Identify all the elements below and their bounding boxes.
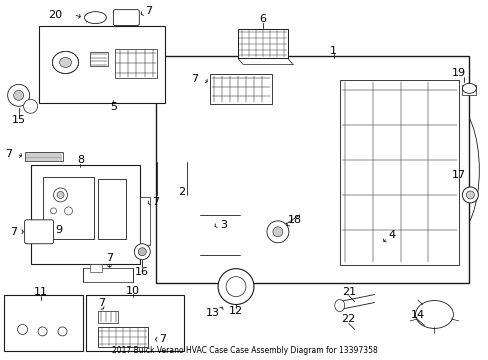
Text: 6: 6 (259, 14, 266, 24)
Text: 21: 21 (341, 287, 355, 297)
Ellipse shape (52, 51, 78, 73)
Ellipse shape (218, 269, 253, 305)
FancyBboxPatch shape (24, 220, 53, 244)
Bar (156, 57, 468, 283)
Bar (4, 294, 83, 351)
Ellipse shape (462, 187, 477, 203)
Text: 20: 20 (48, 10, 62, 20)
Bar (98, 311, 118, 323)
Ellipse shape (272, 227, 283, 237)
Bar (462, 85, 475, 95)
Ellipse shape (60, 58, 71, 67)
Ellipse shape (462, 84, 475, 93)
Ellipse shape (266, 221, 288, 243)
Text: 14: 14 (409, 310, 424, 320)
Ellipse shape (52, 51, 78, 73)
Bar (90, 264, 102, 272)
Text: 12: 12 (228, 306, 243, 316)
Bar (86, 294, 184, 351)
Ellipse shape (53, 188, 67, 202)
Text: 18: 18 (287, 215, 301, 225)
Text: 7: 7 (191, 75, 198, 84)
Ellipse shape (60, 58, 71, 67)
Bar (210, 75, 271, 104)
Bar (83, 268, 133, 282)
Text: 13: 13 (205, 309, 220, 319)
Ellipse shape (52, 51, 78, 73)
Text: 3: 3 (220, 220, 227, 230)
Text: 11: 11 (34, 287, 47, 297)
Text: 1: 1 (329, 45, 337, 55)
Text: 8: 8 (77, 155, 84, 165)
Bar (31, 165, 140, 264)
Ellipse shape (57, 192, 64, 198)
FancyBboxPatch shape (113, 10, 139, 26)
Ellipse shape (38, 327, 47, 336)
Text: 7: 7 (5, 149, 12, 159)
Bar (24, 152, 62, 161)
Bar (42, 177, 94, 239)
Ellipse shape (8, 84, 30, 106)
Text: 9: 9 (55, 225, 62, 235)
Text: 19: 19 (451, 68, 466, 78)
Ellipse shape (84, 12, 106, 24)
Bar (339, 80, 458, 265)
Text: 7: 7 (151, 197, 159, 207)
Text: 2017 Buick Verano HVAC Case Case Assembly Diagram for 13397358: 2017 Buick Verano HVAC Case Case Assembl… (111, 346, 377, 355)
Ellipse shape (225, 276, 245, 297)
Text: 4: 4 (387, 230, 394, 240)
Text: 5: 5 (110, 102, 117, 112)
Bar (90, 53, 108, 67)
Ellipse shape (60, 58, 71, 67)
Ellipse shape (18, 324, 27, 334)
Bar (98, 179, 126, 239)
Text: 7: 7 (158, 334, 165, 345)
Ellipse shape (52, 51, 78, 73)
Ellipse shape (334, 300, 344, 311)
Text: 10: 10 (126, 285, 140, 296)
Text: 16: 16 (135, 267, 149, 276)
Text: 7: 7 (144, 6, 152, 15)
Ellipse shape (138, 248, 146, 256)
Ellipse shape (58, 327, 67, 336)
Ellipse shape (466, 191, 473, 199)
Text: 2: 2 (178, 187, 185, 197)
Text: 22: 22 (341, 314, 355, 324)
Bar (140, 197, 150, 245)
Text: 15: 15 (12, 115, 25, 125)
Ellipse shape (23, 99, 38, 113)
Ellipse shape (60, 58, 71, 67)
Bar (98, 328, 148, 347)
Ellipse shape (134, 244, 150, 260)
Bar (39, 26, 165, 103)
Bar (115, 49, 157, 78)
Text: 7: 7 (98, 297, 105, 307)
Ellipse shape (50, 208, 57, 214)
Ellipse shape (14, 90, 23, 100)
Text: 7: 7 (10, 227, 17, 237)
Text: 17: 17 (451, 170, 466, 180)
Ellipse shape (64, 207, 72, 215)
Text: 7: 7 (105, 253, 113, 263)
Bar (238, 28, 287, 58)
